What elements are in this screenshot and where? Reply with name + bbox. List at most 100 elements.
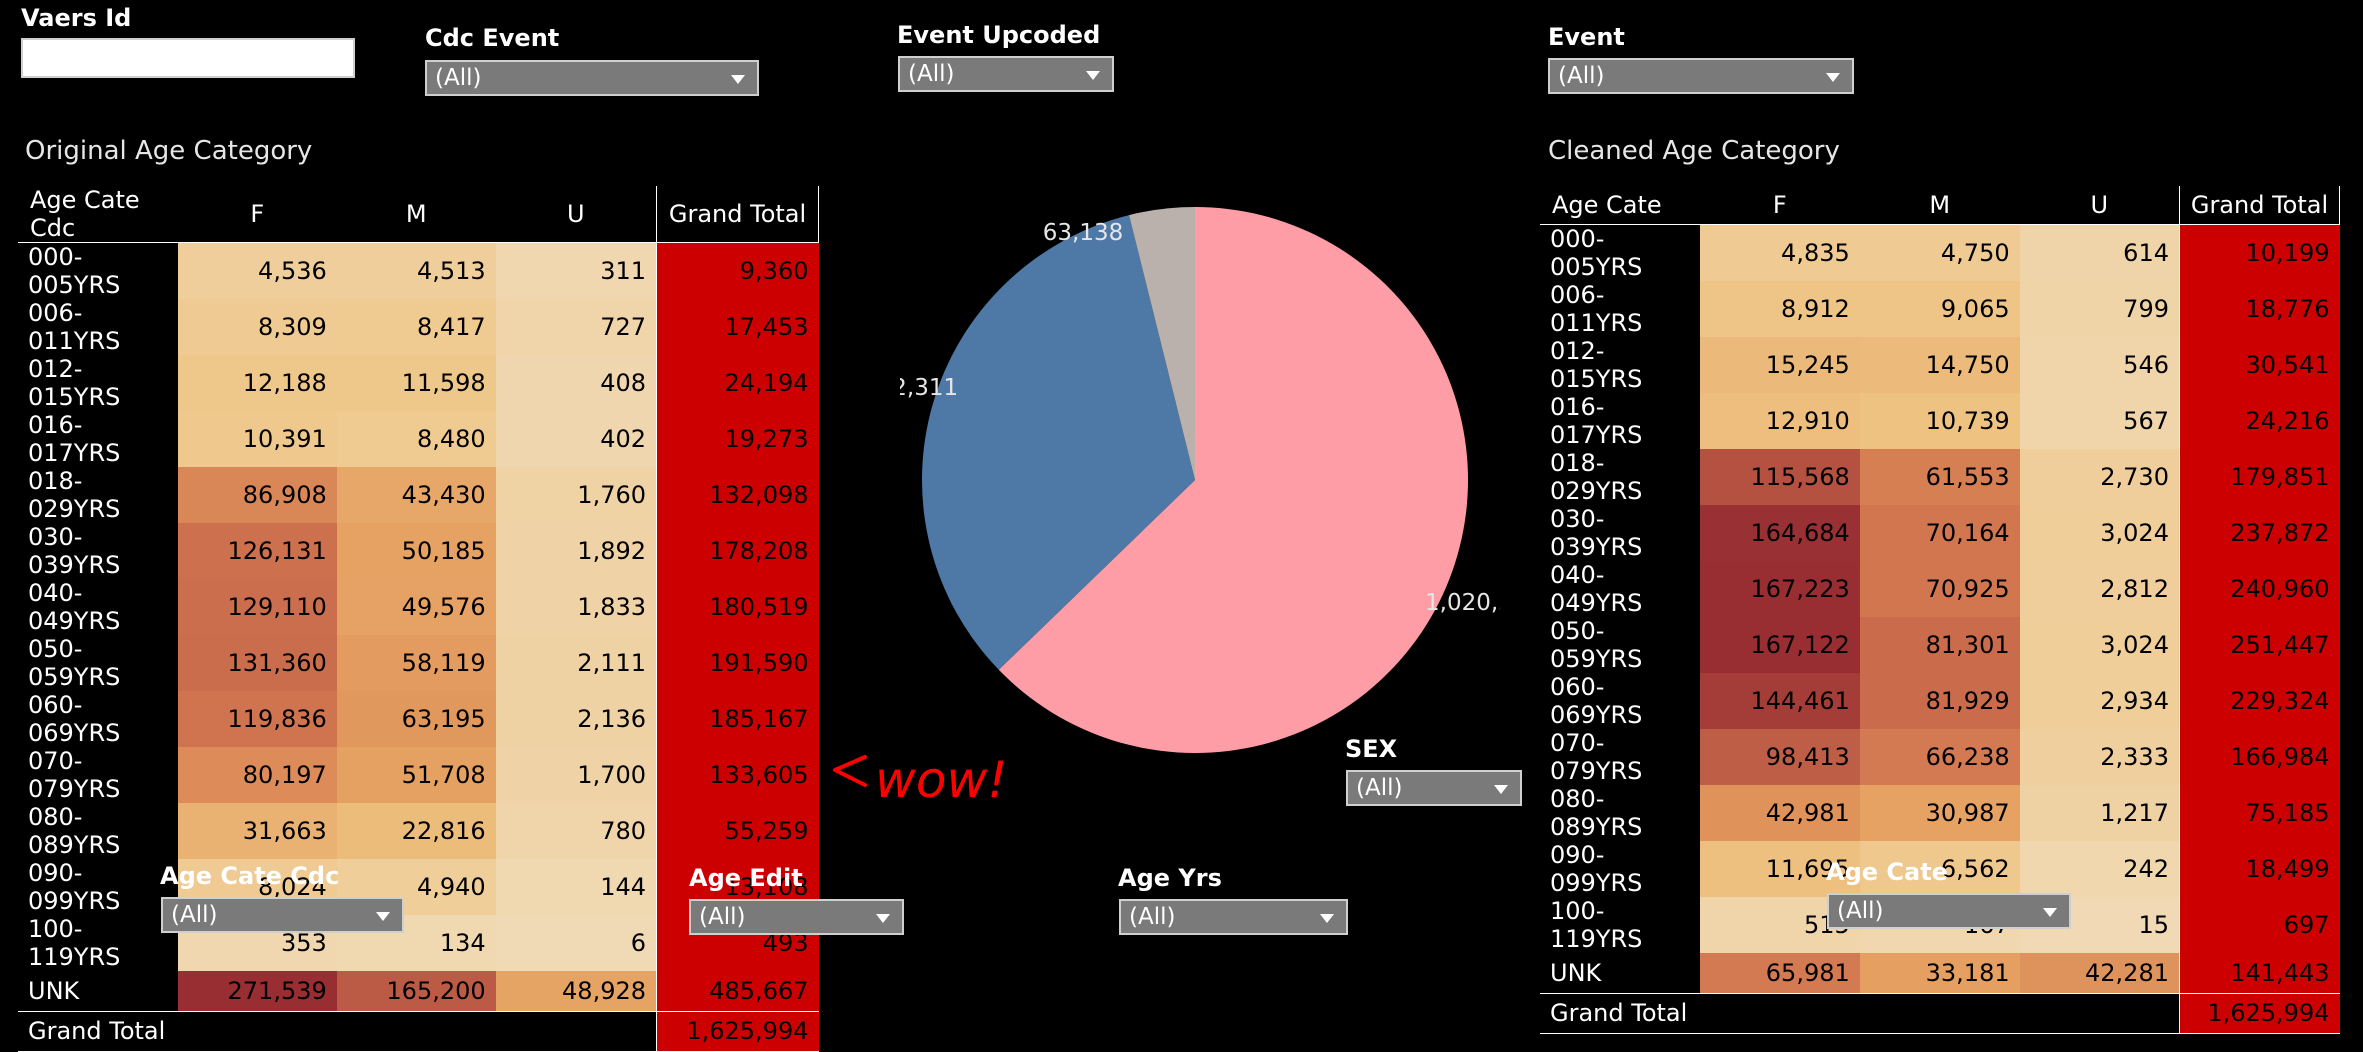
cell-grand-total: 24,194 (656, 355, 819, 411)
original-table-title: Original Age Category (25, 136, 313, 166)
cell-m: 70,164 (1859, 505, 2020, 561)
cdc-event-label: Cdc Event (425, 24, 560, 52)
table-row: 016-017YRS 10,391 8,480 402 19,273 (18, 411, 819, 467)
cell-grand-total: 185,167 (656, 691, 819, 747)
table-row: 060-069YRS 144,461 81,929 2,934 229,324 (1540, 673, 2340, 729)
chevron-down-icon (1086, 71, 1100, 80)
cell-u: 2,333 (2019, 729, 2180, 785)
row-label: 090-099YRS (18, 859, 178, 915)
grand-total-label: Grand Total (18, 1010, 657, 1052)
event-upcoded-select[interactable]: (All) (898, 56, 1114, 92)
cell-f: 15,245 (1699, 337, 1860, 393)
cell-u: 3,024 (2019, 617, 2180, 673)
cell-grand-total: 251,447 (2178, 617, 2340, 673)
pie-slice-1[interactable] (922, 215, 1195, 670)
cell-f: 126,131 (177, 523, 337, 579)
cell-m: 11,598 (336, 355, 496, 411)
cell-m: 81,301 (1859, 617, 2020, 673)
cell-u: 408 (495, 355, 657, 411)
column-header-u: U (2019, 186, 2180, 225)
cell-u: 2,136 (495, 691, 657, 747)
cell-u: 1,700 (495, 747, 657, 803)
pie-value-label-1: 542,311 (900, 375, 958, 401)
cell-grand-total: 24,216 (2178, 393, 2340, 449)
cell-m: 22,816 (336, 803, 496, 859)
cell-m: 51,708 (336, 747, 496, 803)
pie-slice-0[interactable] (998, 207, 1468, 754)
age-yrs-select[interactable]: (All) (1119, 899, 1348, 935)
wow-annotation: wow! (833, 751, 1007, 809)
row-label: 070-079YRS (1540, 729, 1700, 785)
cell-u: 311 (495, 242, 657, 299)
cell-m: 9,065 (1859, 281, 2020, 337)
row-label: 060-069YRS (18, 691, 178, 747)
cell-m: 63,195 (336, 691, 496, 747)
cell-grand-total: 179,851 (2178, 449, 2340, 505)
row-label: UNK (1540, 953, 1700, 993)
cell-grand-total: 132,098 (656, 467, 819, 523)
cdc-event-select[interactable]: (All) (425, 60, 759, 96)
cell-u: 614 (2019, 224, 2180, 281)
row-label: 012-015YRS (1540, 337, 1700, 393)
grand-total-label: Grand Total (1540, 992, 2180, 1034)
row-label: 006-011YRS (1540, 281, 1700, 337)
sex-value: (All) (1356, 775, 1403, 801)
cell-f: 115,568 (1699, 449, 1860, 505)
cell-f: 129,110 (177, 579, 337, 635)
sex-pie-chart: 1,020,545 542,311 63,138 (900, 207, 1500, 754)
cell-f: 80,197 (177, 747, 337, 803)
column-header-grand-total: Grand Total (2178, 186, 2341, 225)
cell-f: 65,981 (1699, 953, 1860, 993)
column-header-age-cate: Age Cate (1540, 186, 1700, 225)
cell-m: 81,929 (1859, 673, 2020, 729)
age-cate-cdc-select[interactable]: (All) (161, 897, 404, 933)
age-cate-select[interactable]: (All) (1827, 893, 2071, 929)
cell-m: 6,562 (1859, 841, 2020, 897)
cell-u: 2,111 (495, 635, 657, 691)
table-row: 006-011YRS 8,309 8,417 727 17,453 (18, 299, 819, 355)
row-label: 030-039YRS (18, 523, 178, 579)
row-label: 006-011YRS (18, 299, 178, 355)
row-label: 070-079YRS (18, 747, 178, 803)
cell-m: 4,750 (1859, 224, 2020, 281)
original-age-table: Age Cate Cdc F M U Grand Total 000-005YR… (18, 186, 819, 1052)
cdc-event-value: (All) (435, 65, 482, 91)
column-header-f: F (177, 186, 337, 243)
cell-f: 4,536 (177, 242, 337, 299)
row-label: 080-089YRS (18, 803, 178, 859)
chevron-down-icon (376, 912, 390, 921)
cell-m: 58,119 (336, 635, 496, 691)
grand-total-value: 1,625,994 (2178, 992, 2340, 1034)
cell-u: 144 (495, 859, 657, 915)
pie-slice-2[interactable] (1129, 207, 1195, 480)
row-label: 040-049YRS (1540, 561, 1700, 617)
cell-f: 10,391 (177, 411, 337, 467)
cell-f: 12,910 (1699, 393, 1860, 449)
row-label: 100-119YRS (18, 915, 178, 971)
age-edit-select[interactable]: (All) (689, 899, 904, 935)
age-cate-value: (All) (1837, 898, 1884, 924)
sex-select[interactable]: (All) (1346, 770, 1522, 806)
column-header-age-cate-cdc: Age Cate Cdc (18, 186, 178, 243)
cell-grand-total: 133,605 (656, 747, 819, 803)
cell-grand-total: 180,519 (656, 579, 819, 635)
cell-u: 1,217 (2019, 785, 2180, 841)
cell-u: 780 (495, 803, 657, 859)
chevron-down-icon (1826, 73, 1840, 82)
vaers-id-input[interactable] (21, 38, 355, 78)
chevron-down-icon (2043, 908, 2057, 917)
event-label: Event (1548, 23, 1625, 51)
cell-u: 2,730 (2019, 449, 2180, 505)
cell-m: 30,987 (1859, 785, 2020, 841)
chevron-down-icon (731, 75, 745, 84)
cell-grand-total: 141,443 (2178, 953, 2340, 993)
age-cate-cdc-value: (All) (171, 902, 218, 928)
row-label: UNK (18, 971, 178, 1011)
cell-m: 33,181 (1859, 953, 2020, 993)
event-select[interactable]: (All) (1548, 58, 1854, 94)
cell-u: 402 (495, 411, 657, 467)
cell-m: 43,430 (336, 467, 496, 523)
cell-grand-total: 75,185 (2178, 785, 2340, 841)
grand-total-row: Grand Total 1,625,994 (1540, 992, 2340, 1034)
table-row: 080-089YRS 31,663 22,816 780 55,259 (18, 803, 819, 859)
